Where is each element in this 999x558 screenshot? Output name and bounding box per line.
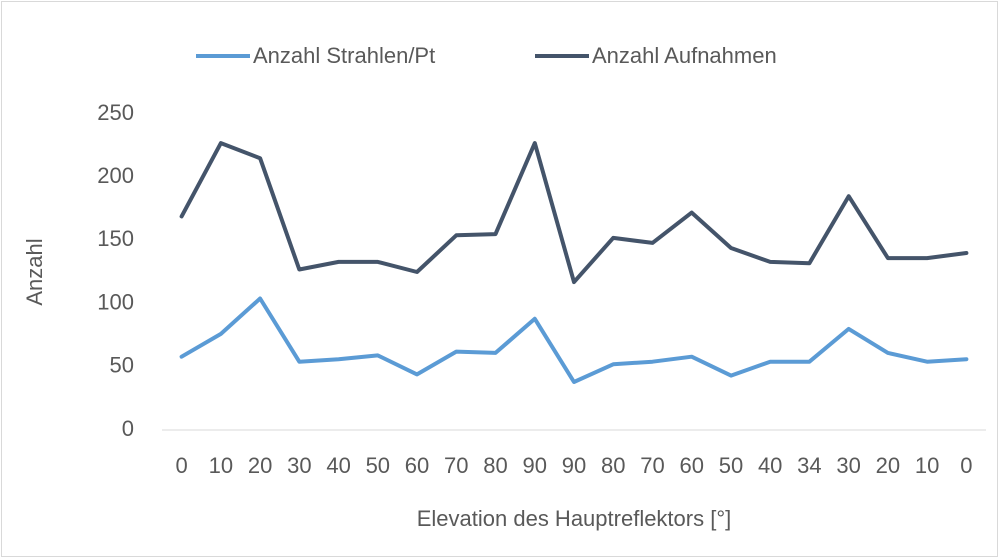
x-tick-label: 34 <box>797 453 821 478</box>
y-tick-label: 100 <box>97 289 134 314</box>
x-tick-label: 40 <box>758 453 782 478</box>
x-tick-label: 50 <box>366 453 390 478</box>
legend-label: Anzahl Strahlen/Pt <box>253 43 435 68</box>
x-axis-label: Elevation des Hauptreflektors [°] <box>417 506 732 531</box>
x-tick-label: 60 <box>405 453 429 478</box>
x-tick-label: 0 <box>960 453 972 478</box>
x-tick-label: 10 <box>209 453 233 478</box>
y-tick-label: 50 <box>110 353 134 378</box>
series-line <box>179 141 969 285</box>
x-tick-label: 40 <box>326 453 350 478</box>
x-tick-label: 0 <box>175 453 187 478</box>
series-line <box>179 296 969 384</box>
legend-label: Anzahl Aufnahmen <box>592 43 777 68</box>
x-tick-label: 80 <box>483 453 507 478</box>
x-tick-label: 10 <box>915 453 939 478</box>
y-tick-label: 150 <box>97 226 134 251</box>
x-tick-label: 20 <box>248 453 272 478</box>
x-tick-label: 20 <box>876 453 900 478</box>
y-tick-label: 200 <box>97 163 134 188</box>
x-tick-label: 60 <box>679 453 703 478</box>
x-tick-label: 70 <box>444 453 468 478</box>
x-tick-label: 70 <box>640 453 664 478</box>
y-tick-label: 0 <box>122 416 134 441</box>
y-axis-label: Anzahl <box>22 238 47 305</box>
x-tick-label: 90 <box>562 453 586 478</box>
x-tick-label: 30 <box>287 453 311 478</box>
x-tick-label: 50 <box>719 453 743 478</box>
x-tick-label: 90 <box>523 453 547 478</box>
y-tick-label: 250 <box>97 100 134 125</box>
x-tick-label: 80 <box>601 453 625 478</box>
x-tick-label: 30 <box>836 453 860 478</box>
